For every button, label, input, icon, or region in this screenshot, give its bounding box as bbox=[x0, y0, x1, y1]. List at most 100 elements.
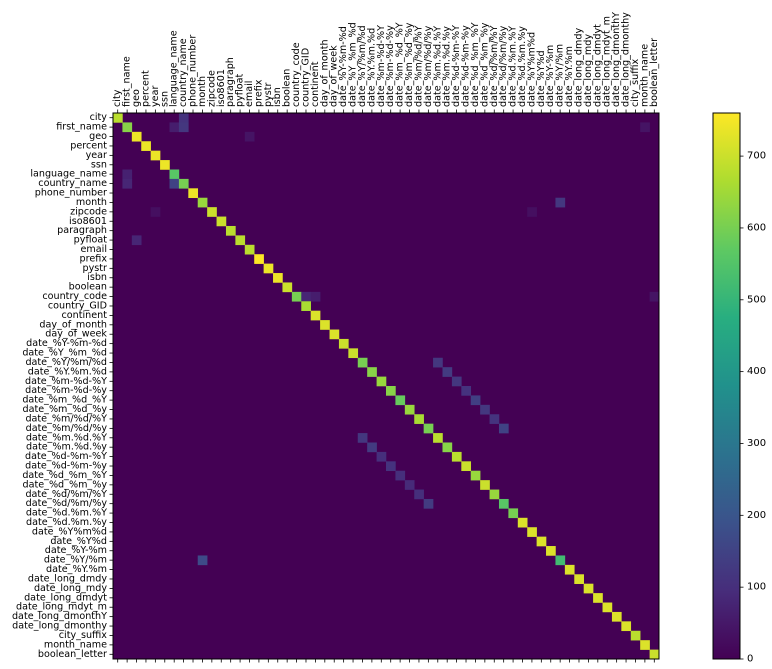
heatmap-cell bbox=[404, 480, 415, 490]
x-tick-labels: cityfirst_namegeopercentyearssnlanguage_… bbox=[112, 12, 660, 107]
row-label: date_%d.%m.%Y bbox=[26, 508, 107, 519]
heatmap-cell bbox=[376, 451, 387, 462]
heatmap-cell bbox=[367, 442, 377, 453]
row-label: date_%Y-%m bbox=[45, 545, 107, 556]
row-label: date_%m/%d/%Y bbox=[25, 413, 107, 424]
row-label: date_%m_%d_%Y bbox=[22, 395, 107, 406]
heatmap-cell bbox=[141, 141, 151, 151]
heatmap-cell bbox=[489, 489, 500, 500]
row-label: date_%m_%d_%y bbox=[23, 404, 108, 415]
heatmap-cell bbox=[546, 546, 556, 556]
heatmap-cell bbox=[169, 122, 180, 133]
row-label: pystr bbox=[83, 263, 108, 274]
row-label: date_long_dmdy bbox=[28, 573, 107, 584]
column-label: date_long_dmonthy bbox=[621, 12, 632, 107]
heatmap-cell bbox=[395, 470, 406, 481]
column-label: language_name bbox=[169, 30, 180, 107]
row-label: date_%d/%m/%Y bbox=[25, 489, 107, 500]
row-label: country_code bbox=[42, 291, 107, 302]
heatmap-cell bbox=[282, 282, 293, 293]
heatmap-cell bbox=[649, 649, 660, 660]
heatmap-cell bbox=[301, 301, 311, 311]
heatmap-cell bbox=[442, 442, 453, 453]
heatmap-cell bbox=[423, 423, 434, 434]
column-label: date_%m.%d.%Y bbox=[432, 26, 443, 107]
column-label: month_name bbox=[639, 44, 650, 107]
row-label: phone_number bbox=[35, 188, 107, 199]
row-label: month_name bbox=[44, 639, 107, 650]
heatmap-cell bbox=[367, 367, 377, 377]
column-label: isbn bbox=[272, 87, 283, 107]
colorbar-tick-label: 500 bbox=[747, 294, 766, 305]
row-label: date_long_mdy bbox=[34, 583, 107, 594]
row-label: date_%m.%d.%Y bbox=[26, 432, 107, 443]
heatmap-cell bbox=[451, 451, 462, 462]
column-label: date_%m_%d_%Y bbox=[395, 22, 406, 107]
heatmap-cell bbox=[602, 602, 613, 613]
heatmap-cell bbox=[489, 414, 500, 424]
row-label: date_%Y/%m/%d bbox=[25, 357, 107, 368]
column-label: date_%d_%m_%Y bbox=[470, 22, 481, 107]
heatmap-cell bbox=[433, 433, 443, 443]
column-label: day_of_week bbox=[329, 45, 340, 107]
row-label: pyfloat bbox=[74, 235, 108, 246]
column-label: date_%Y-%m bbox=[545, 45, 556, 107]
row-label: percent bbox=[70, 140, 107, 151]
row-label: city_suffix bbox=[59, 630, 108, 641]
plot-frame bbox=[112, 112, 660, 660]
heatmap-cell bbox=[320, 320, 330, 330]
heatmap-cell bbox=[244, 131, 255, 142]
heatmap-cell bbox=[461, 461, 472, 472]
row-label: ssn bbox=[91, 159, 107, 170]
row-label: zipcode bbox=[70, 206, 107, 217]
heatmap-cells bbox=[113, 113, 660, 660]
column-label: boolean bbox=[282, 69, 293, 107]
column-label: country_code bbox=[291, 42, 302, 107]
column-label: date_%Y_%m_%d bbox=[348, 22, 359, 107]
row-label: date_%d_%m_%y bbox=[23, 479, 108, 490]
heatmap-cell bbox=[169, 178, 180, 189]
row-label: date_long_dmonthy bbox=[12, 621, 107, 632]
column-label: boolean_letter bbox=[649, 38, 660, 107]
column-label: date_long_dmonthY bbox=[611, 12, 622, 107]
column-label: date_%m/%d/%Y bbox=[413, 25, 424, 107]
heatmap-cell bbox=[470, 470, 481, 481]
heatmap-cell bbox=[150, 150, 161, 161]
heatmap-cell bbox=[395, 395, 406, 406]
heatmap-cell bbox=[527, 527, 537, 537]
heatmap-cell bbox=[310, 310, 321, 321]
heatmap-cell bbox=[630, 630, 641, 641]
heatmap-cell bbox=[555, 555, 566, 566]
column-label: date_%m.%d.%y bbox=[442, 26, 453, 107]
row-label: paragraph bbox=[57, 225, 107, 236]
row-label: isbn bbox=[87, 272, 107, 283]
column-label: date_%d/%m/%Y bbox=[489, 25, 500, 107]
column-label: year bbox=[150, 86, 161, 107]
column-label: percent bbox=[140, 70, 151, 107]
column-label: iso8601 bbox=[216, 69, 227, 107]
column-label: date_long_mdyt_m bbox=[602, 16, 613, 107]
column-label: pystr bbox=[263, 82, 274, 107]
heatmap-cell bbox=[178, 122, 189, 133]
column-label: city bbox=[112, 89, 123, 107]
heatmap-cell bbox=[386, 461, 396, 472]
column-label: date_%Y%d bbox=[536, 50, 547, 107]
column-label: prefix bbox=[253, 79, 264, 107]
row-label: date_%Y_%m_%d bbox=[22, 348, 107, 359]
row-label: day_of_week bbox=[45, 329, 107, 340]
heatmap-cell bbox=[216, 216, 227, 227]
colorbar-tick-label: 400 bbox=[747, 366, 766, 377]
heatmap-cell bbox=[160, 160, 170, 170]
heatmap-cell bbox=[131, 235, 142, 246]
colorbar-tick-label: 100 bbox=[747, 582, 766, 593]
heatmap-cell bbox=[357, 433, 368, 443]
column-label: email bbox=[244, 81, 255, 107]
heatmap-cell bbox=[611, 611, 622, 622]
row-label: date_long_dmonthY bbox=[12, 611, 107, 622]
row-label: date_%Y/%m bbox=[44, 555, 107, 566]
row-label: date_%d.%m.%y bbox=[26, 517, 107, 528]
row-label: date_%d-%m-%y bbox=[25, 461, 107, 472]
column-label: pyfloat bbox=[235, 73, 246, 107]
column-label: date_%m-%d-%Y bbox=[376, 25, 387, 107]
